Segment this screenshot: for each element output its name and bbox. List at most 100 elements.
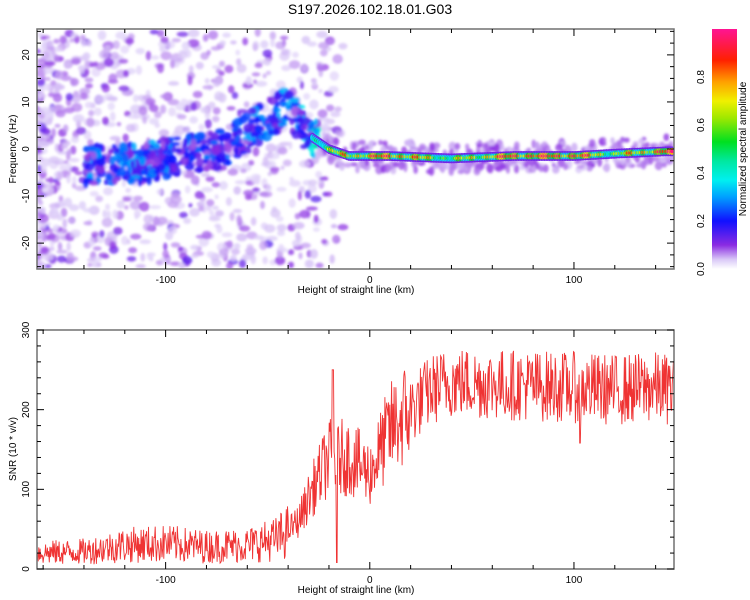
y-tick-label: 0 <box>21 566 32 572</box>
spectrogram-cell <box>321 238 328 245</box>
spectrogram-cell <box>121 153 129 163</box>
spectrogram-cell <box>299 134 307 140</box>
spectrogram-cell <box>644 157 649 165</box>
spectrogram-cell <box>58 195 64 203</box>
spectrogram-cell <box>338 42 348 50</box>
spectrogram-cell <box>486 163 493 173</box>
spectrogram-cell <box>212 161 222 172</box>
spectrogram-cell <box>250 132 257 138</box>
spectrogram-cell <box>189 116 198 124</box>
spectrogram-cell <box>99 230 105 238</box>
spectrogram-cell <box>204 77 210 84</box>
spectrogram-cell <box>316 151 324 156</box>
spectrogram-cell <box>250 217 257 226</box>
spectrogram-cell <box>37 182 44 189</box>
spectrogram-cell <box>41 224 47 229</box>
spectrogram-cell <box>160 36 169 44</box>
spectrogram-cell <box>138 201 150 212</box>
spectrogram-cell <box>91 231 99 238</box>
spectrogram-cell <box>292 221 305 230</box>
spectrogram-cell <box>188 203 193 208</box>
spectrogram-cell <box>135 65 143 75</box>
spectrogram-cell <box>85 83 93 89</box>
spectrogram-cell <box>513 164 520 174</box>
spectrogram-cell <box>170 59 176 69</box>
spectrogram-cell <box>226 262 234 269</box>
spectrogram-cell <box>218 70 225 76</box>
spectrogram-cell <box>313 214 319 224</box>
chart-title: S197.2026.102.18.01.G03 <box>287 1 453 17</box>
spectrogram-cell <box>98 49 110 59</box>
spectrogram-cell <box>173 136 182 141</box>
spectrogram-cell <box>37 195 42 202</box>
spectrogram-cell <box>102 209 108 218</box>
spectrogram-cell <box>68 157 80 163</box>
spectrogram-cell <box>190 101 197 111</box>
spectrogram-cell <box>236 58 242 66</box>
spectrogram-cell <box>121 162 127 168</box>
spectrogram-cell <box>289 179 301 187</box>
spectrogram-cell <box>46 76 51 81</box>
spectrogram-cell <box>54 70 64 80</box>
spectrogram-cell <box>358 139 366 145</box>
spectrogram-cell <box>332 54 343 64</box>
spectrogram-cell <box>116 122 122 127</box>
spectrogram-cell <box>37 200 44 206</box>
spectrogram-cell <box>37 63 46 69</box>
spectrogram-cell <box>46 109 55 119</box>
spectrogram-cell <box>59 35 67 45</box>
colorbar-ticks: 0.0 0.2 0.4 0.6 0.8 <box>696 70 707 276</box>
spectrogram-cell <box>312 128 320 136</box>
spectrogram-cell <box>229 254 237 262</box>
spectrogram-cell <box>65 93 74 101</box>
spectrogram-cell <box>598 139 603 145</box>
spectrogram-cell <box>37 68 47 78</box>
spectrogram-cell <box>53 104 62 111</box>
spectrogram-cell <box>309 248 319 259</box>
spectrogram-cell <box>207 130 213 137</box>
spectrogram-cell <box>195 157 205 167</box>
spectrogram-cell <box>265 122 272 132</box>
spectrogram-cell <box>344 162 352 168</box>
spectrogram-cell <box>120 45 130 54</box>
spectrogram-cell <box>206 49 211 56</box>
spectrogram-cell <box>262 156 269 167</box>
spectrogram-cell <box>87 257 95 263</box>
y-tick-label: -10 <box>21 188 32 203</box>
spectrogram-cell <box>159 256 172 263</box>
spectrogram-cell <box>92 159 97 165</box>
spectrogram-cell <box>155 173 161 182</box>
spectrogram-cell <box>306 41 317 47</box>
spectrogram-cell <box>519 165 526 171</box>
x-tick-label: 100 <box>566 575 583 586</box>
spectrogram-cell <box>188 153 195 163</box>
spectrogram-cell <box>202 85 214 90</box>
spectrogram-cell <box>97 30 107 41</box>
spectrogram-cell <box>298 109 305 117</box>
spectrogram-blobs <box>37 29 674 269</box>
spectrogram-cell <box>131 167 141 175</box>
spectrogram-cell <box>329 254 335 264</box>
spectrogram-cell <box>238 115 248 124</box>
colorbar-tick-label: 0.4 <box>696 166 707 180</box>
spectrogram-cell <box>233 186 242 195</box>
spectrogram-cell <box>109 135 121 141</box>
spectrogram-cell <box>542 164 549 173</box>
spectrogram-cell <box>603 162 611 173</box>
spectrogram-cell <box>297 190 302 201</box>
spectrogram-cell <box>43 264 52 269</box>
spectrogram-cell <box>305 206 318 211</box>
spectrogram-cell <box>262 57 272 66</box>
colorbar-gradient <box>712 29 737 269</box>
spectrogram-cell <box>225 197 232 206</box>
spectrogram-cell <box>280 48 289 56</box>
snr-x-ticks: -100 0 100 <box>42 330 657 586</box>
spectrogram-cell <box>162 148 172 156</box>
spectrogram-cell <box>279 102 288 107</box>
spectrogram-cell <box>185 132 192 141</box>
spectrogram-cell <box>576 164 585 169</box>
spectrogram-cell <box>89 180 99 186</box>
spectrogram-cell <box>78 200 87 210</box>
spectrogram-cell <box>448 141 457 151</box>
